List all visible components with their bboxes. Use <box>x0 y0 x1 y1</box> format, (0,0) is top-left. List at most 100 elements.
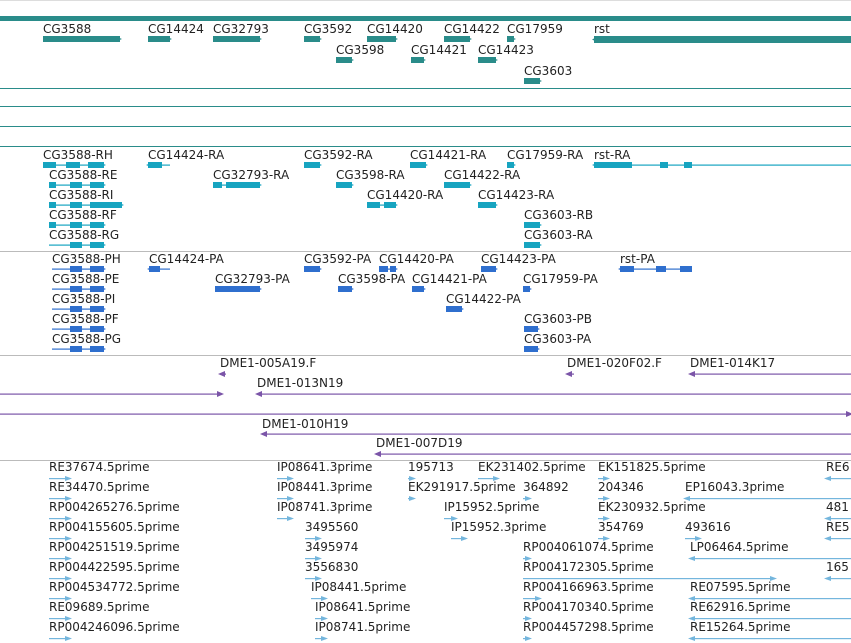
feature-label[interactable]: rst <box>594 22 610 36</box>
feature-label[interactable]: CG14420-RA <box>367 188 444 202</box>
feature-glyph[interactable] <box>375 265 400 273</box>
est-glyph[interactable] <box>307 595 330 602</box>
feature-label[interactable]: rst-PA <box>620 252 655 266</box>
est-glyph[interactable] <box>45 515 74 522</box>
est-glyph[interactable] <box>45 475 74 482</box>
feature-label[interactable]: RP004246096.5prime <box>49 620 180 634</box>
feature-label[interactable]: RE34470.5prime <box>49 480 150 494</box>
est-glyph[interactable] <box>301 535 324 542</box>
est-glyph[interactable] <box>594 495 612 502</box>
est-glyph[interactable] <box>311 615 330 622</box>
feature-label[interactable]: RP004170340.5prime <box>523 600 654 614</box>
feature-label[interactable]: CG32793-RA <box>213 168 290 182</box>
est-glyph[interactable] <box>822 535 851 542</box>
feature-label[interactable]: RP004061074.5prime <box>523 540 654 554</box>
feature-label[interactable]: 481 <box>826 500 849 514</box>
feature-label[interactable]: CG17959 <box>507 22 563 36</box>
feature-label[interactable]: IP08741.3prime <box>277 500 373 514</box>
feature-label[interactable]: CG3603-RB <box>524 208 594 222</box>
feature-label[interactable]: RP004251519.5prime <box>49 540 180 554</box>
feature-label[interactable]: CG14424-PA <box>149 252 224 266</box>
feature-label[interactable]: CG3588-RG <box>49 228 120 242</box>
feature-glyph[interactable] <box>48 305 108 313</box>
gene-glyph[interactable] <box>144 35 174 43</box>
gene-glyph[interactable] <box>407 56 428 64</box>
feature-label[interactable]: EK291917.5prime <box>408 480 516 494</box>
feature-label[interactable]: LP06464.5prime <box>690 540 789 554</box>
feature-label[interactable]: CG3603-PB <box>524 312 593 326</box>
feature-glyph[interactable] <box>39 161 108 169</box>
est-glyph[interactable] <box>686 595 851 602</box>
feature-label[interactable]: DME1-010H19 <box>262 417 349 431</box>
feature-label[interactable]: DME1-020F02.F <box>567 356 662 370</box>
feature-glyph[interactable] <box>334 285 356 293</box>
feature-label[interactable]: IP08741.5prime <box>315 620 411 634</box>
feature-glyph[interactable] <box>48 285 108 293</box>
feature-label[interactable]: CG14422-RA <box>444 168 521 182</box>
est-glyph[interactable] <box>273 515 296 522</box>
feature-glyph[interactable] <box>519 285 534 293</box>
est-glyph[interactable] <box>273 495 296 502</box>
feature-label[interactable]: CG14421-RA <box>410 148 487 162</box>
gene-glyph[interactable] <box>332 56 356 64</box>
feature-glyph[interactable] <box>258 430 851 438</box>
feature-label[interactable]: EP16043.3prime <box>685 480 785 494</box>
feature-label[interactable]: EK151825.5prime <box>598 460 706 474</box>
feature-label[interactable]: RE15264.5prime <box>690 620 791 634</box>
feature-label[interactable]: CG14420-PA <box>379 252 454 266</box>
feature-label[interactable]: CG3588-PE <box>52 272 120 286</box>
est-glyph[interactable] <box>311 635 330 642</box>
feature-glyph[interactable] <box>216 370 230 378</box>
feature-label[interactable]: 165 <box>826 560 849 574</box>
feature-label[interactable]: CG3592 <box>304 22 353 36</box>
feature-glyph[interactable] <box>0 410 851 418</box>
feature-glyph[interactable] <box>442 305 466 313</box>
feature-label[interactable]: CG17959-PA <box>523 272 598 286</box>
feature-label[interactable]: CG3588 <box>43 22 92 36</box>
feature-label[interactable]: EK231402.5prime <box>478 460 586 474</box>
feature-label[interactable]: CG14421-PA <box>412 272 487 286</box>
feature-label[interactable]: CG3603-RA <box>524 228 593 242</box>
feature-label[interactable]: CG3588-PH <box>52 252 121 266</box>
feature-glyph[interactable] <box>408 285 428 293</box>
est-glyph[interactable] <box>594 515 612 522</box>
feature-glyph[interactable] <box>363 201 400 209</box>
feature-label[interactable]: RE6 <box>826 460 850 474</box>
est-glyph[interactable] <box>519 635 534 642</box>
est-glyph[interactable] <box>45 575 74 582</box>
feature-label[interactable]: EK230932.5prime <box>598 500 706 514</box>
feature-label[interactable]: CG32793-PA <box>215 272 290 286</box>
feature-label[interactable]: IP15952.3prime <box>451 520 547 534</box>
feature-glyph[interactable] <box>48 325 108 333</box>
feature-label[interactable]: CG14422-PA <box>446 292 521 306</box>
est-glyph[interactable] <box>45 555 74 562</box>
feature-label[interactable]: DME1-014K17 <box>690 356 776 370</box>
feature-label[interactable]: CG17959-RA <box>507 148 584 162</box>
feature-glyph[interactable] <box>211 285 264 293</box>
est-glyph[interactable] <box>474 475 502 482</box>
feature-label[interactable]: CG3588-RI <box>49 188 114 202</box>
est-glyph[interactable] <box>273 475 296 482</box>
feature-glyph[interactable] <box>372 450 851 458</box>
est-glyph[interactable] <box>519 615 534 622</box>
feature-label[interactable]: RP004265276.5prime <box>49 500 180 514</box>
feature-label[interactable]: IP08441.3prime <box>277 480 373 494</box>
feature-glyph[interactable] <box>253 390 851 398</box>
feature-label[interactable]: CG3588-PF <box>52 312 119 326</box>
feature-label[interactable]: CG14421 <box>411 43 467 57</box>
feature-glyph[interactable] <box>563 370 578 378</box>
feature-label[interactable]: 204346 <box>598 480 644 494</box>
feature-label[interactable]: CG14423-RA <box>478 188 555 202</box>
feature-label[interactable]: 3495974 <box>305 540 359 554</box>
feature-label[interactable]: 354769 <box>598 520 644 534</box>
est-glyph[interactable] <box>681 495 851 502</box>
est-glyph[interactable] <box>686 615 851 622</box>
feature-glyph[interactable] <box>145 265 174 273</box>
feature-glyph[interactable] <box>45 221 108 229</box>
feature-label[interactable]: DME1-007D19 <box>376 436 463 450</box>
feature-label[interactable]: CG3592-PA <box>304 252 372 266</box>
est-glyph[interactable] <box>447 535 470 542</box>
feature-label[interactable]: RP004155605.5prime <box>49 520 180 534</box>
est-glyph[interactable] <box>686 635 851 642</box>
feature-glyph[interactable] <box>300 161 324 169</box>
